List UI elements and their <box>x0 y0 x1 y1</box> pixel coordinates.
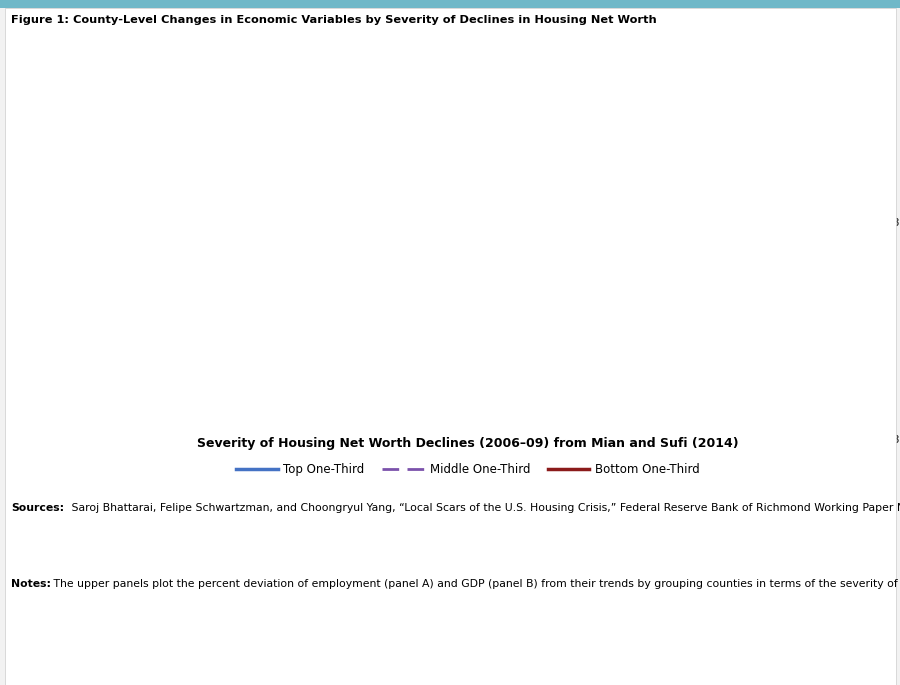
Y-axis label: Percent Deviation from Trend: Percent Deviation from Trend <box>26 66 36 211</box>
Y-axis label: Percent Deviation from Trend: Percent Deviation from Trend <box>491 66 502 211</box>
Y-axis label: Percent Deviation from 2002: Percent Deviation from 2002 <box>26 284 36 427</box>
Text: Sources:: Sources: <box>11 503 64 514</box>
Legend: Top One-Third, Middle One-Third, Bottom One-Third: Top One-Third, Middle One-Third, Bottom … <box>231 458 705 480</box>
Text: The upper panels plot the percent deviation of employment (panel A) and GDP (pan: The upper panels plot the percent deviat… <box>50 579 900 589</box>
Title: PANEL A: TOTAL EMPLOYMENT: PANEL A: TOTAL EMPLOYMENT <box>148 51 339 62</box>
Title: PANEL D: DEBT-TO-INCOME RATIO: PANEL D: DEBT-TO-INCOME RATIO <box>606 269 814 278</box>
Title: PANEL C: EMPLOYMENT-TO-POPULATION RATIO: PANEL C: EMPLOYMENT-TO-POPULATION RATIO <box>99 269 389 278</box>
Text: Saroj Bhattarai, Felipe Schwartzman, and Choongryul Yang, “Local Scars of the U.: Saroj Bhattarai, Felipe Schwartzman, and… <box>68 503 900 514</box>
Text: Notes:: Notes: <box>11 579 50 589</box>
Text: Figure 1: County-Level Changes in Economic Variables by Severity of Declines in : Figure 1: County-Level Changes in Econom… <box>11 15 656 25</box>
Text: Severity of Housing Net Worth Declines (2006–09) from Mian and Sufi (2014): Severity of Housing Net Worth Declines (… <box>197 437 739 450</box>
Title: PANEL B: TOTAL GDP: PANEL B: TOTAL GDP <box>645 51 775 62</box>
Y-axis label: Percent Deviation from 2002: Percent Deviation from 2002 <box>492 284 502 427</box>
